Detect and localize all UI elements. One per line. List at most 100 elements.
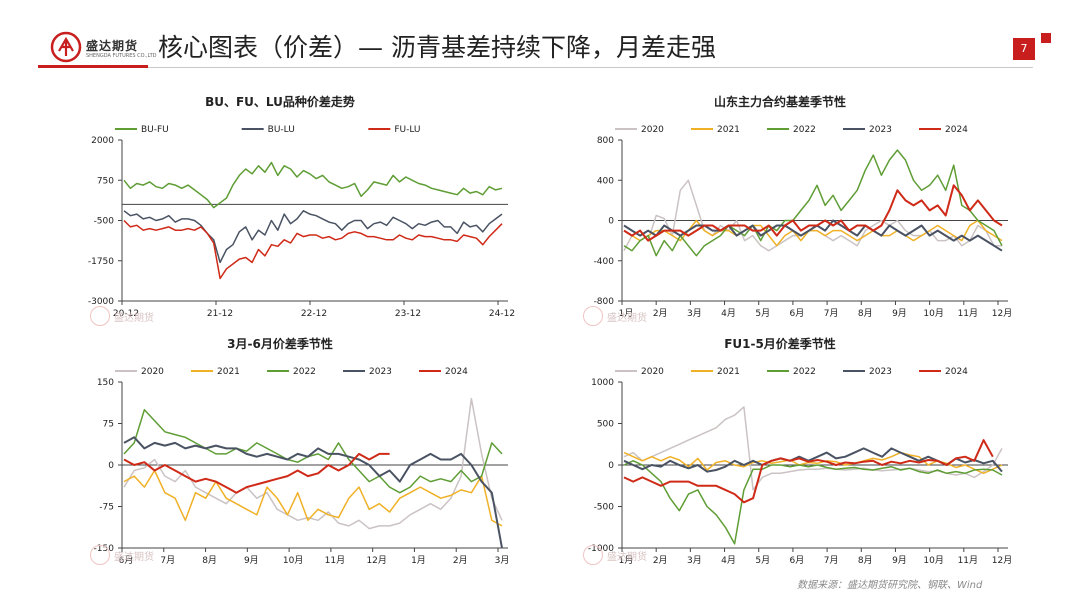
series-line-2023 (123, 436, 503, 549)
watermark-logo-icon (90, 545, 110, 565)
legend-label: 2020 (641, 367, 664, 377)
chart-fu-1-5-spread-seasonal: FU1-5月价差季节性 2020 2021 2022 2023 2024 1000 500 0 -… (588, 336, 1012, 566)
watermark-logo-icon (90, 306, 110, 326)
legend-label: 2024 (945, 125, 968, 135)
x-tick-label: 11月 (325, 555, 345, 566)
x-tick-label: 6月 (119, 555, 134, 566)
header: 盛达期货 SHENGDA FUTURES CO.,LTD 核心图表（价差）— 沥… (0, 0, 1080, 70)
x-tick-label: 8月 (858, 308, 873, 319)
series-line-2020 (123, 397, 503, 530)
x-tick-label: 6月 (790, 308, 805, 319)
series-line-bu-fu (123, 161, 503, 209)
legend-label: 2022 (793, 367, 816, 377)
series-line-2021 (623, 219, 1003, 247)
y-tick-label: 2000 (91, 136, 114, 146)
legend-label: 2021 (717, 367, 740, 377)
x-tick-label: 12月 (992, 555, 1012, 566)
watermark: 盛达期货 (90, 306, 170, 326)
y-tick-label: -400 (594, 257, 615, 267)
y-tick-label: 500 (597, 420, 614, 430)
series-line-2023 (623, 219, 1003, 252)
x-tick-label: 5月 (755, 555, 770, 566)
x-tick-label: 7月 (824, 555, 839, 566)
series-line-bu-lu (123, 210, 503, 264)
series-line-2022 (623, 149, 1003, 257)
legend-label: 2024 (445, 367, 468, 377)
x-tick-label: 11月 (958, 555, 978, 566)
legend-label: 2023 (369, 367, 392, 377)
y-tick-label: 0 (608, 461, 614, 471)
page-number: 7 (1013, 38, 1035, 60)
x-tick-label: 2月 (653, 555, 668, 566)
x-tick-label: 9月 (244, 555, 259, 566)
x-tick-label: 4月 (721, 308, 736, 319)
series-line-fu-lu (123, 219, 503, 280)
series-line-2021 (123, 469, 503, 527)
legend-label: 2023 (869, 125, 892, 135)
x-tick-label: 10月 (923, 555, 943, 566)
data-source-note: 数据来源：盛达期货研究院、钢联、Wind (797, 580, 983, 591)
legend-label: 2022 (793, 125, 816, 135)
page-title: 核心图表（价差）— 沥青基差持续下降，月差走强 (158, 33, 716, 62)
legend-label: 2024 (945, 367, 968, 377)
watermark: 盛达期货 (90, 545, 170, 565)
x-tick-label: 21-12 (207, 309, 233, 319)
company-name-en: SHENGDA FUTURES CO.,LTD (86, 53, 157, 59)
x-tick-label: 7月 (160, 555, 175, 566)
series-line-2022 (123, 408, 503, 494)
x-tick-label: 4月 (721, 555, 736, 566)
x-tick-label: 8月 (202, 555, 217, 566)
company-name: 盛达期货 (86, 39, 139, 53)
x-tick-label: 3月 (687, 308, 702, 319)
x-tick-label: 3月 (495, 555, 510, 566)
x-tick-label: 1月 (619, 555, 634, 566)
legend-label: BU-FU (141, 125, 169, 135)
x-tick-label: 12月 (992, 308, 1012, 319)
header-divider (38, 67, 1033, 68)
x-tick-label: 20-12 (113, 309, 139, 319)
x-tick-label: 23-12 (395, 309, 421, 319)
header-accent-bar (38, 65, 148, 68)
series-line-2024 (623, 439, 994, 504)
x-tick-label: 9月 (892, 555, 907, 566)
legend-label: 2020 (141, 367, 164, 377)
series-line-2024 (123, 452, 390, 494)
y-tick-label: 400 (597, 176, 614, 186)
x-tick-label: 2月 (453, 555, 468, 566)
page-corner-mark (1041, 33, 1051, 43)
watermark: 盛达期货 (583, 306, 663, 326)
x-tick-label: 11月 (958, 308, 978, 319)
chart-title: FU1-5月价差季节性 (724, 336, 836, 351)
series-line-2020 (623, 406, 1003, 491)
y-tick-label: 0 (108, 461, 114, 471)
y-tick-label: 150 (97, 378, 114, 388)
legend-label: 2021 (717, 125, 740, 135)
chart-title: 3月-6月价差季节性 (227, 336, 333, 351)
y-tick-label: 1000 (591, 378, 614, 388)
x-tick-label: 2月 (653, 308, 668, 319)
series-line-2024 (623, 184, 1003, 242)
company-logo-icon (50, 31, 82, 63)
legend-label: 2021 (217, 367, 240, 377)
legend-label: 2022 (293, 367, 316, 377)
y-tick-label: -500 (94, 217, 115, 227)
y-tick-label: -800 (594, 297, 615, 307)
y-tick-label: -1750 (88, 257, 114, 267)
chart-bu-fu-lu-spread: BU、FU、LU品种价差走势 BU-FU BU-LU FU-LU 2000 750 -500… (88, 94, 515, 319)
watermark-logo-icon (583, 545, 603, 565)
legend-label: 2020 (641, 125, 664, 135)
x-tick-label: 12月 (366, 555, 386, 566)
x-tick-label: 9月 (892, 308, 907, 319)
legend-label: FU-LU (394, 125, 420, 135)
chart-shandong-basis-seasonal: 山东主力合约基差季节性 2020 2021 2022 2023 2024 800 400 0 -4… (594, 94, 1013, 319)
x-tick-label: 10月 (923, 308, 943, 319)
y-tick-label: -500 (594, 503, 615, 513)
x-tick-label: 24-12 (489, 309, 515, 319)
series-line-2021 (623, 451, 1003, 475)
legend-label: 2023 (869, 367, 892, 377)
y-tick-label: -3000 (88, 297, 114, 307)
x-tick-label: 8月 (858, 555, 873, 566)
x-tick-label: 22-12 (301, 309, 327, 319)
watermark-logo-icon (583, 306, 603, 326)
